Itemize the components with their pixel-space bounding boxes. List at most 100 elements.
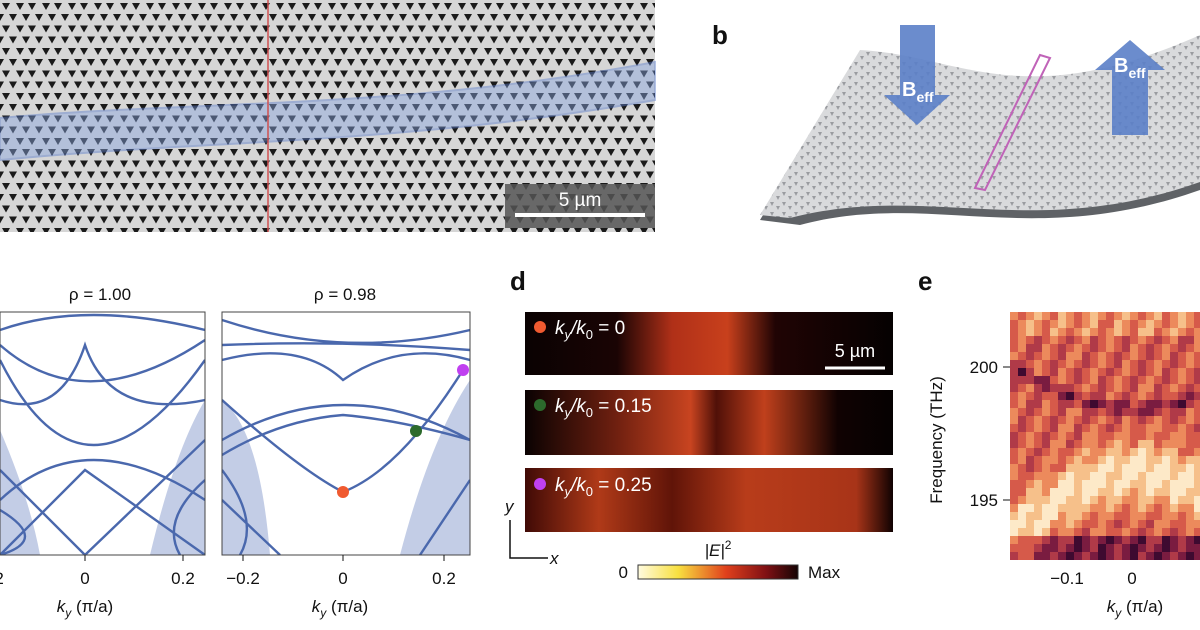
heat-cell bbox=[1098, 440, 1106, 448]
heat-cell bbox=[1018, 336, 1026, 344]
heat-cell bbox=[1042, 360, 1050, 368]
heat-cell bbox=[1178, 448, 1186, 456]
heat-cell bbox=[1010, 472, 1018, 480]
heat-cell bbox=[1178, 464, 1186, 472]
heat-cell bbox=[1058, 368, 1066, 376]
heat-cell bbox=[1074, 544, 1082, 552]
heat-cell bbox=[1018, 352, 1026, 360]
panel-e: e 200 195 Frequency (THz) −0.1 0 ky (π/a… bbox=[918, 266, 1200, 620]
heat-cell bbox=[1018, 344, 1026, 352]
heat-cell bbox=[1074, 320, 1082, 328]
heat-cell bbox=[1042, 352, 1050, 360]
mode-label: ky/k0 = 0 bbox=[555, 318, 625, 342]
heat-cell bbox=[1090, 392, 1098, 400]
heat-cell bbox=[1138, 368, 1146, 376]
mode-label: ky/k0 = 0.15 bbox=[555, 396, 652, 420]
heat-cell bbox=[1066, 528, 1074, 536]
heat-cell bbox=[1178, 392, 1186, 400]
label-part: 0 bbox=[586, 327, 593, 342]
heat-cell bbox=[1074, 488, 1082, 496]
heat-cell bbox=[1170, 320, 1178, 328]
waveguide-band bbox=[0, 60, 656, 162]
heat-cell bbox=[1162, 528, 1170, 536]
heat-cell bbox=[1106, 440, 1114, 448]
heat-cell bbox=[1082, 504, 1090, 512]
heat-cell bbox=[1194, 504, 1200, 512]
heat-cell bbox=[1162, 400, 1170, 408]
heat-cell bbox=[1090, 360, 1098, 368]
heat-cell bbox=[1098, 448, 1106, 456]
x-tick-label: −0.2 bbox=[226, 569, 260, 588]
heat-cell bbox=[1146, 376, 1154, 384]
y-tick-label: 200 bbox=[970, 358, 998, 377]
heat-cell bbox=[1026, 432, 1034, 440]
heat-cell bbox=[1050, 424, 1058, 432]
heat-cell bbox=[1138, 344, 1146, 352]
heat-cell bbox=[1058, 320, 1066, 328]
heat-cell bbox=[1122, 424, 1130, 432]
heat-cell bbox=[1042, 416, 1050, 424]
heat-cell bbox=[1082, 480, 1090, 488]
heat-cell bbox=[1114, 536, 1122, 544]
heat-cell bbox=[1130, 384, 1138, 392]
heat-cell bbox=[1146, 536, 1154, 544]
heat-cell bbox=[1194, 456, 1200, 464]
heat-cell bbox=[1122, 464, 1130, 472]
heat-cell bbox=[1090, 416, 1098, 424]
heat-cell bbox=[1066, 440, 1074, 448]
heat-cell bbox=[1066, 344, 1074, 352]
heat-cell bbox=[1010, 464, 1018, 472]
heat-cell bbox=[1066, 400, 1074, 408]
heat-cell bbox=[1082, 384, 1090, 392]
heat-cell bbox=[1034, 520, 1042, 528]
k-sub: y bbox=[64, 606, 72, 620]
field-map bbox=[525, 468, 893, 532]
heat-cell bbox=[1162, 416, 1170, 424]
heat-cell bbox=[1170, 536, 1178, 544]
heat-cell bbox=[1130, 464, 1138, 472]
heat-cell bbox=[1074, 360, 1082, 368]
heat-cell bbox=[1186, 432, 1194, 440]
heat-cell bbox=[1170, 392, 1178, 400]
heat-cell bbox=[1130, 504, 1138, 512]
heat-cell bbox=[1082, 528, 1090, 536]
heat-cell bbox=[1130, 416, 1138, 424]
heat-cell bbox=[1170, 384, 1178, 392]
axis-x: x bbox=[549, 549, 559, 568]
heat-cell bbox=[1098, 336, 1106, 344]
heat-cell bbox=[1146, 360, 1154, 368]
heat-cell bbox=[1058, 520, 1066, 528]
heat-cell bbox=[1122, 384, 1130, 392]
heat-cell bbox=[1058, 448, 1066, 456]
heat-cell bbox=[1154, 328, 1162, 336]
heat-cell bbox=[1018, 312, 1026, 320]
heat-cell bbox=[1066, 488, 1074, 496]
field-label: Beff bbox=[1114, 55, 1146, 81]
label-part: /k bbox=[569, 475, 587, 496]
heat-cell bbox=[1066, 360, 1074, 368]
heatmap bbox=[1010, 312, 1200, 560]
heat-cell bbox=[1042, 504, 1050, 512]
x-tick-label: 0.2 bbox=[432, 569, 456, 588]
mode-marker bbox=[534, 321, 546, 333]
heat-cell bbox=[1018, 368, 1026, 376]
heat-cell bbox=[1194, 360, 1200, 368]
heat-cell bbox=[1042, 344, 1050, 352]
heat-cell bbox=[1130, 376, 1138, 384]
heat-cell bbox=[1106, 512, 1114, 520]
heat-cell bbox=[1018, 480, 1026, 488]
heat-cell bbox=[1050, 504, 1058, 512]
heat-cell bbox=[1010, 544, 1018, 552]
heat-cell bbox=[1130, 552, 1138, 560]
heat-cell bbox=[1050, 448, 1058, 456]
heat-cell bbox=[1146, 368, 1154, 376]
heat-cell bbox=[1146, 504, 1154, 512]
heat-cell bbox=[1074, 312, 1082, 320]
heat-cell bbox=[1194, 440, 1200, 448]
heat-cell bbox=[1186, 360, 1194, 368]
heat-cell bbox=[1186, 536, 1194, 544]
heat-cell bbox=[1034, 416, 1042, 424]
units: (π/a) bbox=[71, 597, 113, 616]
heat-cell bbox=[1122, 408, 1130, 416]
